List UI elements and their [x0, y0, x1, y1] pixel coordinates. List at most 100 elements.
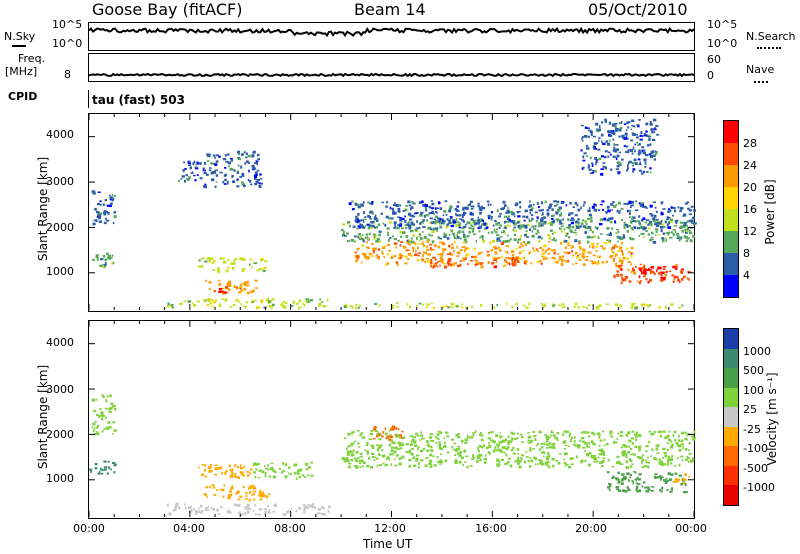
velocity-cell — [520, 433, 523, 436]
velocity-cell — [634, 445, 638, 448]
power-cell — [307, 300, 311, 303]
power-cell — [554, 205, 557, 207]
power-cell — [675, 263, 678, 266]
power-cell — [409, 214, 413, 217]
power-cell — [296, 302, 299, 305]
velocity-cb-swatch — [724, 348, 738, 369]
velocity-cell — [674, 472, 678, 475]
power-cell — [255, 287, 259, 289]
power-cell — [534, 211, 538, 214]
power-cell — [228, 283, 231, 286]
power-cell — [589, 156, 592, 160]
power-cell — [198, 259, 201, 262]
power-cell — [407, 252, 412, 256]
velocity-cell — [95, 431, 98, 434]
velocity-cell — [343, 460, 346, 463]
power-cell — [637, 220, 640, 223]
velocity-cell — [666, 442, 670, 444]
power-cell — [433, 263, 437, 266]
power-cell — [599, 125, 601, 129]
velocity-cb-swatch — [724, 329, 738, 349]
velocity-cb-tick-100: 100 — [743, 384, 764, 397]
power-cell — [486, 250, 490, 253]
power-cell — [422, 254, 424, 257]
power-cell — [523, 304, 526, 307]
power-cell — [191, 302, 194, 305]
velocity-cell — [415, 454, 420, 457]
power-cell — [570, 221, 574, 225]
power-cell — [431, 240, 435, 244]
power-cell — [667, 210, 670, 214]
power-cell — [192, 162, 195, 166]
velocity-cell — [237, 511, 241, 514]
velocity-cell — [429, 462, 432, 464]
velocity-cb-tick-neg1000: -1000 — [743, 481, 775, 494]
power-cell — [533, 227, 537, 231]
power-cell — [541, 209, 544, 211]
power-cell — [450, 306, 454, 309]
power-cell — [611, 251, 615, 254]
velocity-cell — [635, 479, 637, 482]
power-cell — [96, 215, 100, 218]
power-cell — [620, 241, 623, 245]
velocity-cell — [659, 458, 662, 461]
velocity-cell — [311, 504, 314, 507]
power-cell — [377, 248, 381, 251]
power-cell — [215, 174, 219, 177]
power-cell — [607, 206, 610, 209]
velocity-cell — [479, 433, 483, 437]
power-cell — [450, 246, 454, 250]
power-cell — [623, 137, 628, 140]
power-cell — [387, 231, 390, 234]
velocity-cell — [254, 490, 257, 493]
power-cell — [607, 241, 611, 244]
power-cell — [543, 216, 547, 219]
power-cell — [438, 202, 441, 205]
power-cell — [500, 242, 505, 245]
velocity-cell — [347, 450, 350, 454]
power-cell — [391, 305, 393, 309]
power-cell — [559, 206, 562, 210]
velocity-cell — [308, 466, 311, 469]
power-cell — [232, 180, 236, 183]
power-cell — [447, 261, 450, 264]
power-cell — [529, 209, 533, 212]
power-cell — [245, 152, 248, 155]
power-cell — [404, 205, 409, 207]
velocity-cell — [607, 459, 610, 462]
velocity-cell — [240, 513, 244, 516]
velocity-cell — [347, 445, 351, 448]
velocity-cell — [510, 431, 513, 435]
power-cell — [649, 143, 652, 146]
velocity-cell — [306, 474, 310, 476]
velocity-cell — [454, 459, 458, 462]
power-cell — [662, 239, 665, 243]
power-cell — [583, 135, 588, 138]
velocity-cell — [347, 462, 352, 465]
velocity-cell — [556, 437, 559, 439]
power-cell — [578, 227, 581, 230]
velocity-cell — [258, 491, 261, 494]
power-cell — [473, 247, 476, 251]
power-cell — [112, 198, 115, 201]
power-cell — [607, 209, 611, 213]
velocity-cell — [688, 441, 691, 445]
power-cell — [443, 220, 446, 223]
velocity-cell — [436, 456, 439, 459]
power-cell — [238, 291, 241, 294]
power-cell — [538, 240, 541, 243]
velocity-cell — [321, 506, 324, 509]
velocity-cell — [386, 457, 388, 460]
velocity-cell — [532, 430, 535, 433]
power-cell — [680, 270, 684, 273]
power-cell — [457, 252, 461, 255]
velocity-cell — [238, 503, 241, 507]
power-cell — [414, 228, 418, 232]
velocity-cell — [654, 473, 658, 475]
velocity-cell — [250, 484, 255, 487]
power-cell — [397, 224, 400, 226]
power-cell — [106, 219, 110, 222]
power-cell — [643, 227, 646, 230]
velocity-cell — [368, 456, 371, 460]
power-cell — [180, 178, 183, 180]
